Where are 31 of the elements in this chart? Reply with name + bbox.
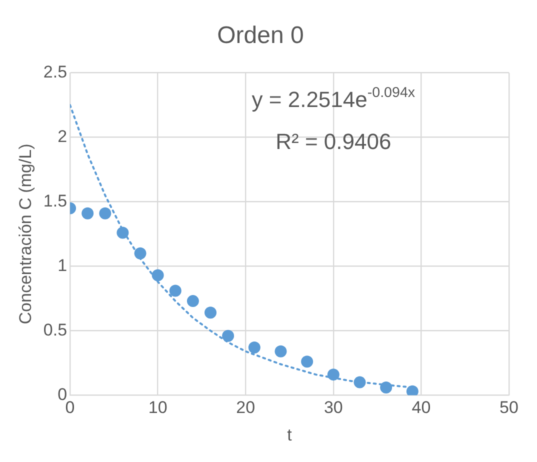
point	[354, 376, 366, 388]
point	[82, 207, 94, 220]
y-tick-label: 2.5	[43, 62, 68, 82]
chart-title: Orden 0	[217, 22, 304, 50]
point	[169, 284, 182, 297]
y-tick-label: 1	[58, 256, 68, 275]
x-tick-label: 30	[324, 398, 343, 418]
point	[116, 226, 129, 239]
y-tick-label: 2	[58, 126, 68, 146]
point	[152, 269, 164, 282]
point	[301, 356, 314, 368]
x-tick-label: 40	[412, 398, 431, 418]
y-axis-title: Concentración C (mg/L)	[16, 144, 35, 324]
y-tick-label: 1.5	[43, 191, 68, 210]
y-tick-label: 0.5	[43, 320, 68, 340]
point	[248, 341, 260, 354]
x-tick-label: 20	[236, 398, 256, 418]
point	[327, 368, 340, 381]
point	[99, 207, 112, 220]
y-tick-label: 0	[58, 384, 68, 404]
x-axis-title: t	[287, 425, 292, 444]
point	[222, 330, 234, 342]
point	[274, 345, 287, 358]
point	[186, 295, 199, 308]
point	[204, 306, 216, 319]
x-tick-label: 10	[148, 398, 168, 418]
annotation: R² = 0.9406	[276, 128, 392, 154]
x-tick-label: 50	[500, 398, 518, 418]
point	[134, 247, 146, 260]
point	[406, 385, 418, 396]
point	[380, 381, 392, 394]
